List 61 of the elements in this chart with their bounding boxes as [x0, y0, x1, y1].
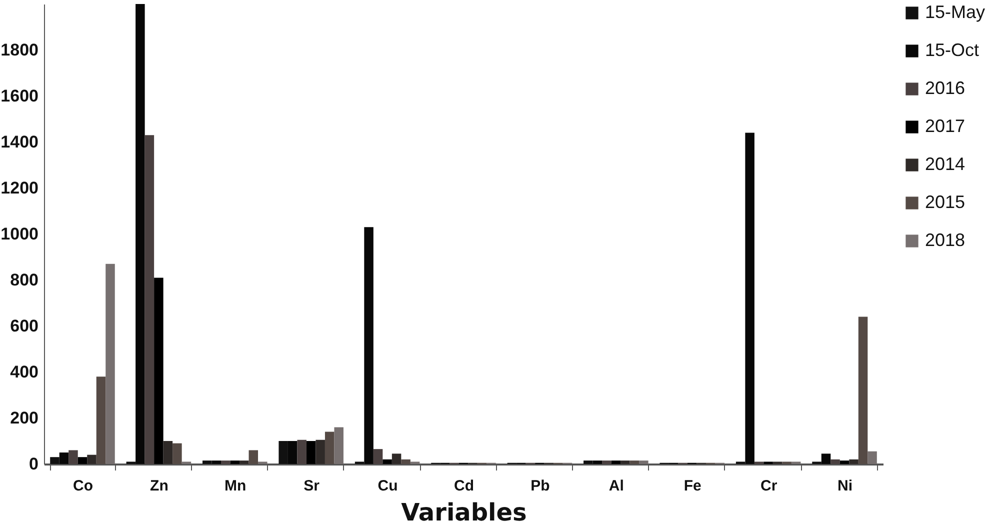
legend-label: 2014 [925, 154, 966, 174]
bar [868, 451, 877, 464]
bar [297, 440, 306, 464]
x-tick-label: Co [72, 478, 93, 494]
x-tick-label: Pb [530, 478, 550, 494]
y-tick-label: 400 [10, 362, 38, 382]
x-tick-label: Cr [760, 478, 778, 494]
x-tick-label: Ni [838, 478, 853, 494]
bar [830, 459, 840, 464]
bar [611, 460, 621, 464]
x-tick-label: Sr [304, 478, 320, 494]
y-tick-label: 600 [10, 316, 38, 336]
legend-label: 2016 [925, 78, 966, 98]
y-tick-label: 1400 [0, 132, 38, 152]
bar [401, 459, 410, 464]
bar [154, 278, 164, 464]
x-tick-label: Zn [150, 478, 168, 494]
legend-label: 15-May [925, 2, 986, 22]
x-tick-label: Cu [378, 478, 398, 494]
bar [324, 432, 334, 464]
bar [639, 460, 648, 464]
bar [392, 454, 402, 464]
x-tick-label: Mn [224, 478, 246, 494]
bar [849, 459, 858, 464]
bar [230, 460, 240, 464]
legend-label: 15-Oct [925, 40, 980, 60]
bar [334, 427, 344, 464]
bar [373, 449, 383, 464]
bar [240, 460, 249, 464]
y-tick-label: 800 [10, 270, 38, 290]
y-tick-label: 1000 [0, 224, 38, 244]
bar [840, 460, 850, 464]
y-tick-label: 200 [10, 408, 38, 428]
bar [858, 316, 868, 464]
bar [96, 376, 106, 464]
bar [221, 460, 230, 464]
bar [163, 441, 173, 464]
legend-label: 2015 [925, 192, 966, 212]
y-tick-label: 1200 [0, 178, 38, 198]
y-tick-label: 0 [29, 454, 38, 474]
bar [382, 459, 392, 464]
y-tick-label: 1600 [0, 86, 38, 106]
bar [620, 460, 630, 464]
legend-label: 2017 [925, 116, 966, 136]
bar [144, 135, 154, 464]
bar [68, 450, 78, 464]
x-tick-label: Fe [684, 478, 702, 494]
bar [306, 441, 316, 464]
x-tick-label: Cd [454, 478, 474, 494]
bar [248, 450, 258, 464]
legend-label: 2018 [925, 230, 966, 250]
bar [78, 457, 88, 464]
bar [106, 264, 115, 464]
bar [87, 454, 96, 464]
bar [316, 440, 325, 464]
x-axis-title: Variables [401, 498, 527, 526]
bar [630, 460, 640, 464]
bar [602, 460, 612, 464]
bar [172, 443, 182, 464]
y-tick-label: 1800 [0, 40, 38, 60]
x-tick-label: Al [608, 478, 624, 494]
